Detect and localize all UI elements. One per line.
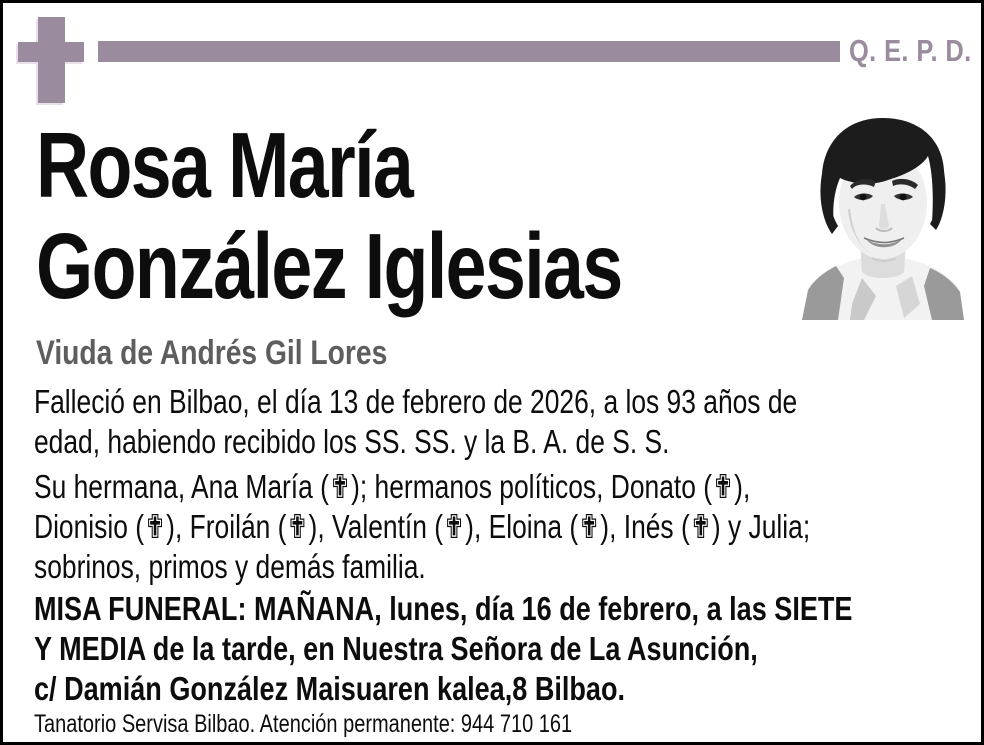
family-line: Dionisio (✟), Froilán (✟), Valentín (✟),…	[34, 508, 811, 545]
memorial-cross-icon	[18, 17, 84, 103]
family-paragraph: Su hermana, Ana María (✟); hermanos polí…	[34, 467, 981, 587]
funeral-line: Y MEDIA de la tarde, en Nuestra Señora d…	[34, 630, 758, 667]
deceased-name: Rosa María González Iglesias	[36, 115, 777, 317]
funeral-line: c/ Damián González Maisuaren kalea,8 Bil…	[34, 670, 626, 707]
funeral-home-contact: Tanatorio Servisa Bilbao. Atención perma…	[34, 710, 573, 738]
portrait-photo	[792, 100, 974, 320]
death-notice-line: Falleció en Bilbao, el día 13 de febrero…	[34, 383, 798, 420]
death-notice-paragraph: Falleció en Bilbao, el día 13 de febrero…	[34, 382, 981, 462]
cross-horizontal-bar	[18, 42, 84, 62]
death-notice-line: edad, habiendo recibido los SS. SS. y la…	[34, 423, 670, 460]
deceased-name-line: Rosa María	[36, 113, 414, 217]
funeral-announcement: MISA FUNERAL: MAÑANA, lunes, día 16 de f…	[34, 589, 981, 709]
relation-subtitle: Viuda de Andrés Gil Lores	[36, 334, 388, 372]
qepd-label: Q. E. P. D.	[849, 33, 972, 68]
deceased-name-line: González Iglesias	[36, 214, 623, 318]
family-line: Su hermana, Ana María (✟); hermanos polí…	[34, 468, 751, 505]
header-rule	[98, 41, 840, 62]
funeral-line: MISA FUNERAL: MAÑANA, lunes, día 16 de f…	[34, 590, 853, 627]
family-line: sobrinos, primos y demás familia.	[34, 548, 426, 585]
